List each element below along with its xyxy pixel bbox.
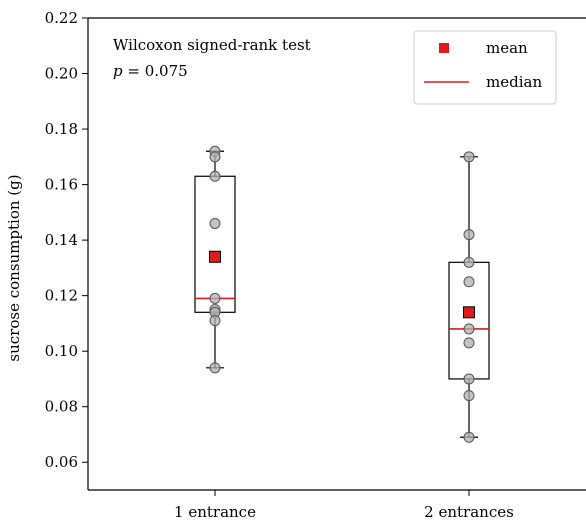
data-point [463, 373, 475, 385]
p-symbol: p [113, 62, 123, 80]
y-tick-label: 0.08 [45, 398, 78, 416]
data-point [209, 151, 221, 163]
y-tick-label: 0.14 [45, 231, 78, 249]
x-tick-label: 2 entrances [424, 503, 514, 521]
x-tick-label: 1 entrance [174, 503, 256, 521]
box-plots [194, 145, 490, 443]
data-point [463, 229, 475, 241]
p-value-text: = 0.075 [123, 62, 188, 80]
data-point [463, 151, 475, 163]
legend-mean-label: mean [486, 39, 528, 57]
legend: mean median [413, 30, 557, 105]
mean-marker [209, 250, 221, 263]
data-point [463, 256, 475, 268]
y-axis-label: sucrose consumption (g) [5, 174, 23, 361]
x-axis: 1 entrance 2 entrances [174, 490, 514, 521]
annotation-test-name: Wilcoxon signed-rank test [113, 36, 311, 54]
annotation: Wilcoxon signed-rank test p = 0.075 [113, 36, 311, 80]
iqr-box [194, 175, 236, 313]
data-point [209, 315, 221, 327]
data-point [463, 323, 475, 335]
data-point [209, 217, 221, 229]
box-group [448, 151, 490, 443]
annotation-p-value: p = 0.075 [113, 62, 188, 80]
data-point [209, 170, 221, 182]
data-point [463, 431, 475, 443]
data-point [463, 337, 475, 349]
mean-marker [463, 306, 475, 319]
y-tick-label: 0.18 [45, 120, 78, 138]
y-tick-label: 0.10 [45, 342, 78, 360]
plot-frame [87, 17, 586, 491]
data-point [209, 362, 221, 374]
y-tick-label: 0.22 [45, 9, 78, 27]
data-point [463, 276, 475, 288]
data-point [463, 390, 475, 402]
data-point [209, 292, 221, 304]
legend-frame [413, 30, 557, 105]
box-group [194, 145, 236, 374]
y-tick-label: 0.20 [45, 65, 78, 83]
y-tick-label: 0.16 [45, 176, 78, 194]
y-tick-label: 0.06 [45, 453, 78, 471]
legend-mean-marker [439, 43, 449, 53]
y-axis: 0.06 0.08 0.10 0.12 0.14 0.16 0.18 0.20 0.22 [45, 9, 88, 471]
legend-median-label: median [486, 73, 542, 91]
y-tick-label: 0.12 [45, 287, 78, 305]
